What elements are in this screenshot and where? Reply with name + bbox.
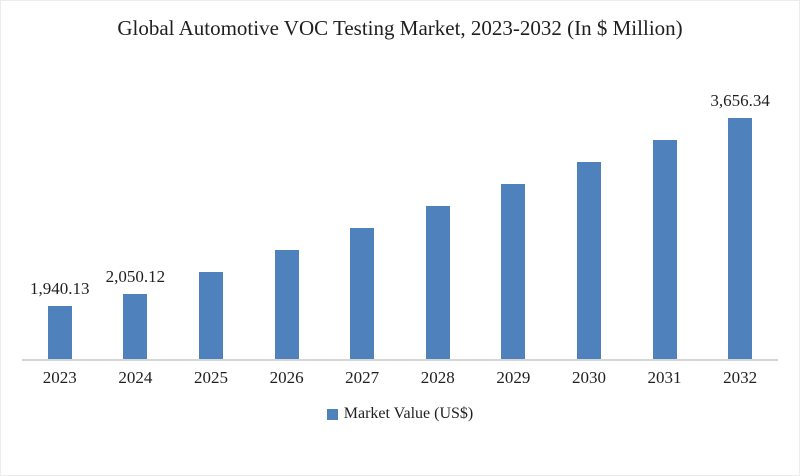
- bar-slot: 3,656.34: [702, 61, 778, 360]
- x-tick-label-2023: 2023: [42, 368, 77, 388]
- bar-slot: [476, 61, 552, 360]
- bar-slot: [551, 61, 627, 360]
- x-tick-label-2032: 2032: [723, 368, 758, 388]
- x-tick-label-2024: 2024: [118, 368, 153, 388]
- bar-2023: [47, 305, 72, 360]
- x-tick-label-2029: 2029: [496, 368, 531, 388]
- bar-2030: [576, 162, 601, 360]
- legend-label: Market Value (US$): [343, 405, 474, 423]
- bar-2026: [274, 249, 299, 360]
- x-axis-labels: 2023 2024 2025 2026 2027 2028 2029 2030 2031 2032: [22, 368, 778, 388]
- bar-slot: [173, 61, 249, 360]
- bar-2028: [425, 205, 450, 360]
- data-label-2024: 2,050.12: [105, 266, 166, 286]
- legend-marker-icon: [326, 408, 338, 420]
- bar-2027: [350, 227, 375, 360]
- chart-title: Global Automotive VOC Testing Market, 20…: [117, 16, 683, 40]
- x-tick-label-2030: 2030: [571, 368, 606, 388]
- bar-2029: [501, 184, 526, 360]
- bar-2031: [652, 140, 677, 360]
- bar-slot: [627, 61, 703, 360]
- bar-slot: [400, 61, 476, 360]
- bar-2024: [123, 293, 148, 360]
- bar-slot: [324, 61, 400, 360]
- legend: Market Value (US$): [1, 405, 799, 423]
- bar-slot: [249, 61, 325, 360]
- x-tick-label-2025: 2025: [193, 368, 228, 388]
- bar-slot: 1,940.13: [22, 61, 98, 360]
- bar-slot: 2,050.12: [98, 61, 174, 360]
- plot-area: 1,940.13 2,050.12 3,656.34: [22, 61, 778, 362]
- x-tick-label-2028: 2028: [420, 368, 455, 388]
- x-tick-label-2027: 2027: [345, 368, 380, 388]
- data-label-2023: 1,940.13: [30, 278, 90, 298]
- bar-2025: [198, 271, 223, 360]
- x-tick-label-2026: 2026: [269, 368, 304, 388]
- bar-2032: [728, 118, 753, 360]
- data-label-2032: 3,656.34: [710, 91, 770, 111]
- x-tick-label-2031: 2031: [647, 368, 682, 388]
